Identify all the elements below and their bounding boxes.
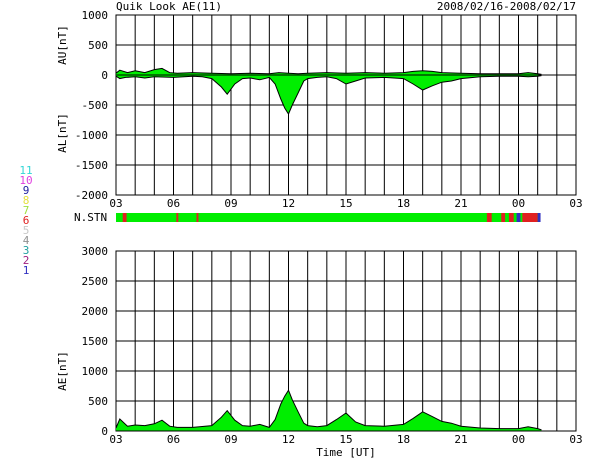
x-tick-label: 00 [512, 433, 525, 446]
y-tick-label: 2000 [82, 305, 109, 318]
station-bar: N.STN [74, 211, 541, 224]
x-tick-label: 21 [454, 197, 467, 210]
au-area [116, 68, 542, 75]
x-tick-label: 18 [397, 433, 410, 446]
al-axis-label: AL[nT] [56, 113, 69, 153]
y-tick-label: 0 [101, 425, 108, 438]
y-tick-label: -2000 [75, 189, 108, 202]
station-bar-segment [176, 213, 179, 222]
station-legend-label: 9 [23, 184, 30, 197]
station-bar-segment [522, 213, 538, 222]
ae-series [115, 389, 576, 432]
x-tick-label: 06 [167, 197, 180, 210]
ae-grid [116, 251, 576, 431]
au-line [115, 67, 542, 75]
date-range: 2008/02/16-2008/02/17 [437, 0, 576, 13]
ae-area [116, 390, 542, 431]
chart-title: Quik Look AE(11) [116, 0, 222, 13]
station-bar-segment [516, 213, 521, 222]
station-legend-label: 8 [23, 194, 30, 207]
station-legend-label: 6 [23, 214, 30, 227]
y-tick-label: 3000 [82, 245, 109, 258]
station-legend-label: 5 [23, 224, 30, 237]
x-tick-label: 18 [397, 197, 410, 210]
station-legend-label: 10 [19, 174, 32, 187]
x-tick-label: 03 [109, 433, 122, 446]
au-al-y-tick-labels: 1000 500 0 -500 -1000 -1500 -2000 [75, 9, 108, 202]
y-tick-label: 500 [88, 39, 108, 52]
x-tick-label: 09 [224, 433, 237, 446]
au-al-series [115, 67, 576, 116]
x-tick-label: 09 [224, 197, 237, 210]
y-tick-label: 2500 [82, 275, 109, 288]
x-tick-label: 12 [282, 197, 295, 210]
station-legend-label: 4 [23, 234, 30, 247]
y-tick-label: 500 [88, 395, 108, 408]
x-tick-label: 06 [167, 433, 180, 446]
x-tick-label: 15 [339, 433, 352, 446]
al-line [115, 75, 542, 116]
ae-line [115, 389, 542, 431]
ae-axis-label: AE[nT] [56, 351, 69, 391]
au-al-x-tick-labels: 03 06 09 12 15 18 21 00 03 [109, 197, 582, 210]
station-bar-segment [486, 213, 492, 222]
au-axis-label: AU[nT] [56, 25, 69, 65]
station-bar-segment [537, 213, 541, 222]
x-tick-label: 03 [569, 197, 582, 210]
station-bar-segment [501, 213, 506, 222]
x-tick-label: 00 [512, 197, 525, 210]
station-bar-base [116, 213, 540, 222]
x-tick-label: 12 [282, 433, 295, 446]
station-bar-segment [196, 213, 199, 222]
y-tick-label: 1000 [82, 365, 109, 378]
y-tick-label: -1500 [75, 159, 108, 172]
ae-y-tick-labels: 0 500 1000 1500 2000 2500 3000 [82, 245, 109, 438]
x-tick-label: 03 [109, 197, 122, 210]
x-tick-label: 03 [569, 433, 582, 446]
station-legend-label: 11 [19, 164, 32, 177]
y-tick-label: 1500 [82, 335, 109, 348]
y-tick-label: -1000 [75, 129, 108, 142]
station-bar-segment [508, 213, 514, 222]
au-al-panel: 1000 500 0 -500 -1000 -1500 -2000 03 06 09 12 15 18… [56, 9, 583, 210]
station-legend-label: 2 [23, 254, 30, 267]
station-legend-label: 7 [23, 204, 30, 217]
y-tick-label: 0 [101, 69, 108, 82]
station-bar-segments [122, 213, 541, 222]
station-bar-label: N.STN [74, 211, 107, 224]
al-area [116, 75, 542, 114]
ae-x-tick-labels: 03 06 09 12 15 18 21 00 03 [109, 433, 582, 446]
station-legend-label: 3 [23, 244, 30, 257]
y-tick-label: 1000 [82, 9, 109, 22]
y-tick-label: -500 [82, 99, 109, 112]
x-tick-label: 15 [339, 197, 352, 210]
station-bar-segment [122, 213, 127, 222]
station-legend-label: 1 [23, 264, 30, 277]
x-tick-label: 21 [454, 433, 467, 446]
time-axis-label: Time [UT] [316, 446, 376, 459]
